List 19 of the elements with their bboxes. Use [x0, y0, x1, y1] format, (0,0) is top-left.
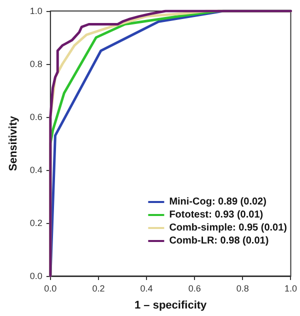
- legend-label: Mini-Cog: 0.89 (0.02): [169, 196, 266, 208]
- y-tick-label: 0.6: [30, 112, 42, 122]
- line-series: [49, 10, 292, 278]
- x-axis-title: 1 – specificity: [134, 300, 208, 312]
- x-tick-label: 0.8: [236, 284, 249, 294]
- x-tick-label: 0.6: [188, 284, 201, 294]
- legend-label: Comb-simple: 0.95 (0.01): [169, 222, 287, 234]
- y-tick-label: 1.0: [30, 6, 42, 16]
- x-tick-label: 0.4: [140, 284, 153, 294]
- y-tick-label: 0.0: [30, 271, 42, 281]
- x-tick-label: 0.0: [44, 284, 57, 294]
- x-tick-label: 0.2: [92, 284, 105, 294]
- x-tick-label: 1.0: [284, 284, 297, 294]
- y-tick-label: 0.4: [30, 165, 42, 175]
- legend-label: Comb-LR: 0.98 (0.01): [169, 236, 269, 246]
- y-tick-label: 0.8: [30, 59, 42, 69]
- y-axis-title: Sensitivity: [8, 115, 20, 172]
- legend-label: Fototest: 0.93 (0.01): [169, 210, 264, 220]
- y-tick-label: 0.2: [30, 218, 42, 228]
